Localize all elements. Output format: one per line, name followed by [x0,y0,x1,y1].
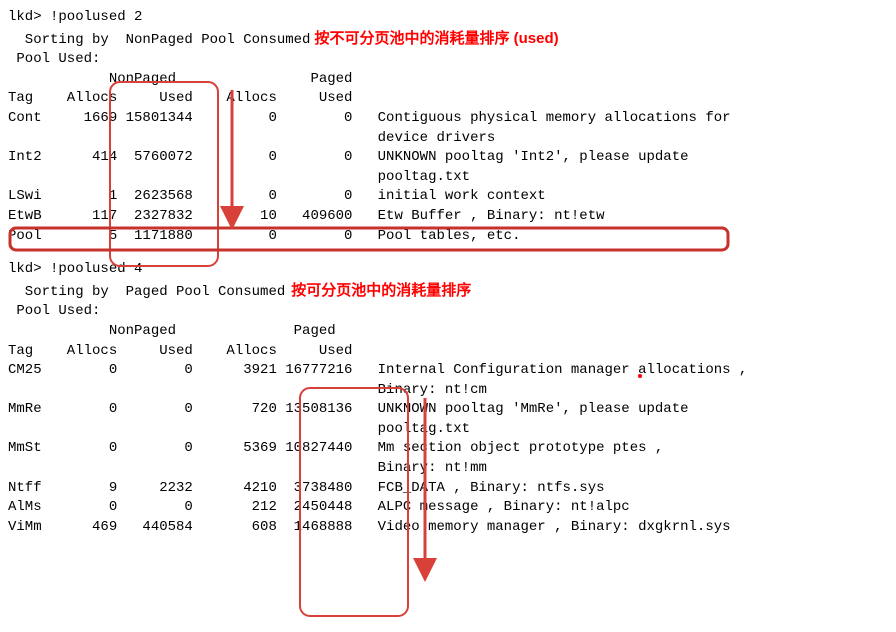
pool-table-paged: CM25 0 0 3921 16777216 Internal Configur… [8,361,888,537]
table-row: pooltag.txt [8,420,888,440]
cmd-line: lkd> !poolused 4 [8,260,888,280]
table-row: device drivers [8,129,888,149]
pool-table-nonpaged: Cont 1669 15801344 0 0 Contiguous physic… [8,109,888,246]
table-row: MmRe 0 0 720 13508136 UNKNOWN pooltag 'M… [8,400,888,420]
table-row: Ntff 9 2232 4210 3738480 FCB_DATA , Bina… [8,479,888,499]
header-cols: Tag Allocs Used Allocs Used [8,342,888,362]
header-cols: Tag Allocs Used Allocs Used [8,89,888,109]
table-row: AlMs 0 0 212 2450448 ALPC message , Bina… [8,498,888,518]
table-row: ViMm 469 440584 608 1468888 Video memory… [8,518,888,538]
table-row: LSwi 1 2623568 0 0 initial work context [8,187,888,207]
table-row: Cont 1669 15801344 0 0 Contiguous physic… [8,109,888,129]
pool-used-label: Pool Used: [8,50,888,70]
table-row: Binary: nt!mm [8,459,888,479]
table-row: pooltag.txt [8,168,888,188]
pool-used-label: Pool Used: [8,302,888,322]
table-row: Binary: nt!cm [8,381,888,401]
table-row: MmSt 0 0 5369 10827440 Mm section object… [8,439,888,459]
table-row: CM25 0 0 3921 16777216 Internal Configur… [8,361,888,381]
cmd-line: lkd> !poolused 2 [8,8,888,28]
annotation-paged: 按可分页池中的消耗量排序 [291,280,471,301]
table-row: Int2 414 5760072 0 0 UNKNOWN pooltag 'In… [8,148,888,168]
header-groups: NonPaged Paged [8,70,888,90]
header-groups: NonPaged Paged [8,322,888,342]
table-row: EtwB 117 2327832 10 409600 Etw Buffer , … [8,207,888,227]
annotation-nonpaged: 按不可分页池中的消耗量排序 (used) [314,28,558,49]
sort-line: Sorting by NonPaged Pool Consumed [8,31,310,51]
table-row: Pool 5 1171880 0 0 Pool tables, etc. [8,227,888,247]
sort-line: Sorting by Paged Pool Consumed [8,283,285,303]
